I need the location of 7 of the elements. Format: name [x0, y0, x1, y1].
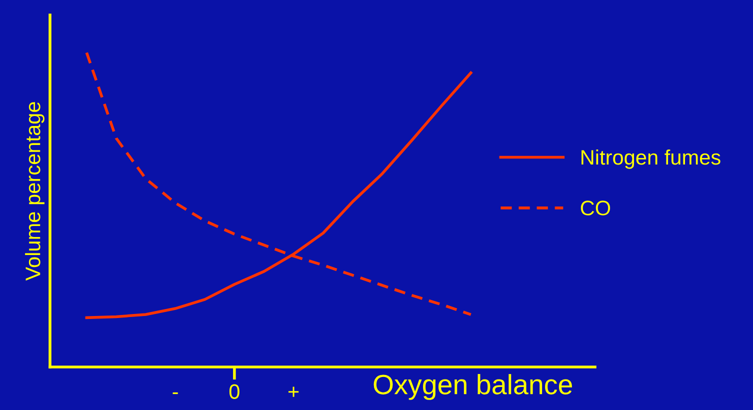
x-tick-label: - [172, 392, 178, 394]
legend-label: Nitrogen fumes [582, 149, 720, 169]
y-axis-title: Volume percentage [25, 102, 44, 281]
x-axis-title: Oxygen balance [374, 374, 572, 400]
x-tick-label: + [288, 386, 299, 397]
legend-label: CO [580, 200, 610, 216]
x-tick-label: 0 [229, 384, 240, 399]
